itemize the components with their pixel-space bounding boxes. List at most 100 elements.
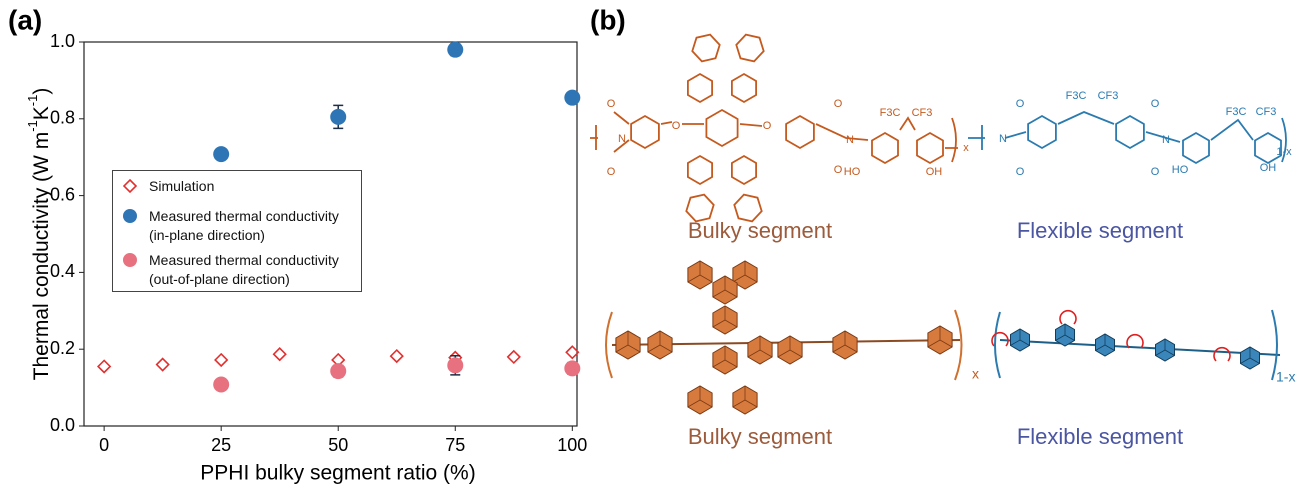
bond bbox=[955, 310, 962, 380]
atom-label: O bbox=[672, 120, 681, 132]
atom-label: O bbox=[763, 120, 772, 132]
legend-entry: Measured thermal conductivity (in-plane … bbox=[121, 207, 339, 245]
x-tick-label: 50 bbox=[328, 435, 348, 455]
atom-label: F3C bbox=[1066, 90, 1087, 102]
y-label-superscript: -1 bbox=[25, 95, 40, 107]
legend-marker bbox=[121, 207, 139, 225]
atom-label: O bbox=[1151, 98, 1160, 110]
figure: (a) (b) PPHI bulky segment ratio (%) 0.0… bbox=[0, 0, 1299, 488]
legend-symbol bbox=[123, 253, 137, 267]
atom-label: HO bbox=[844, 166, 861, 178]
y-tick-label: 0.8 bbox=[50, 108, 75, 128]
atom-label: x bbox=[963, 142, 969, 154]
legend-marker bbox=[121, 177, 139, 195]
data-point bbox=[447, 42, 463, 58]
atom-label: O bbox=[1016, 98, 1025, 110]
data-point bbox=[391, 350, 403, 362]
legend: Simulation Measured thermal conductivity … bbox=[112, 170, 362, 292]
bond bbox=[995, 312, 1000, 378]
bond bbox=[606, 312, 612, 378]
rotation-arrow bbox=[1060, 311, 1076, 324]
bond bbox=[952, 118, 956, 162]
atom-label: O bbox=[834, 164, 843, 176]
y-tick-label: 1.0 bbox=[50, 31, 75, 51]
atom-label: HO bbox=[1172, 164, 1189, 176]
ring bbox=[1116, 116, 1144, 148]
legend-label: Measured thermal conductivity (out-of-pl… bbox=[149, 251, 339, 289]
x-tick-label: 25 bbox=[211, 435, 231, 455]
ring bbox=[786, 116, 814, 148]
data-point bbox=[215, 354, 227, 366]
atom-label: N bbox=[618, 133, 626, 145]
data-point bbox=[564, 90, 580, 106]
panel-label: (a) bbox=[8, 4, 42, 35]
ring bbox=[872, 133, 898, 163]
y-tick-label: 0.6 bbox=[50, 184, 75, 204]
ring bbox=[688, 156, 712, 184]
x-tick-label: 100 bbox=[557, 435, 587, 455]
atom-label: N bbox=[1162, 134, 1170, 146]
atom-label: O bbox=[1151, 166, 1160, 178]
y-axis-label: Thermal conductivity (W m-1K-1) bbox=[25, 88, 52, 381]
subscript: 1-x bbox=[1276, 369, 1295, 385]
legend-symbol bbox=[124, 180, 136, 192]
x-tick-label: 0 bbox=[99, 435, 109, 455]
subscript: x bbox=[972, 366, 979, 382]
atom-label: OH bbox=[926, 166, 943, 178]
data-point bbox=[213, 377, 229, 393]
x-tick-label: 75 bbox=[445, 435, 465, 455]
segment-label: Bulky segment bbox=[688, 218, 832, 243]
rotation-arrow bbox=[1214, 348, 1230, 361]
atom-label: CF3 bbox=[1098, 90, 1119, 102]
ring bbox=[736, 35, 763, 62]
legend-label: Simulation bbox=[149, 177, 214, 196]
atom-label: OH bbox=[1260, 162, 1277, 174]
segment-label: Bulky segment bbox=[688, 424, 832, 449]
y-tick-label: 0.0 bbox=[50, 415, 75, 435]
ring bbox=[688, 74, 712, 102]
segment-label: Flexible segment bbox=[1017, 424, 1183, 449]
atom-label: F3C bbox=[880, 107, 901, 119]
atom-label: O bbox=[607, 98, 616, 110]
atom-label: CF3 bbox=[912, 107, 933, 119]
data-point bbox=[157, 359, 169, 371]
ring bbox=[917, 133, 943, 163]
y-label-part: K bbox=[30, 106, 53, 120]
data-point bbox=[447, 357, 463, 373]
data-point bbox=[98, 360, 110, 372]
legend-entry: Measured thermal conductivity (out-of-pl… bbox=[121, 251, 339, 289]
ring bbox=[1028, 116, 1056, 148]
bond bbox=[590, 125, 598, 150]
ring bbox=[1183, 133, 1209, 163]
ring bbox=[631, 116, 659, 148]
panel-label: (b) bbox=[590, 4, 626, 35]
ring bbox=[732, 156, 756, 184]
atom-label: 1-x bbox=[1276, 146, 1292, 158]
y-tick-label: 0.2 bbox=[50, 338, 75, 358]
ring bbox=[732, 74, 756, 102]
y-tick-label: 0.4 bbox=[50, 261, 75, 281]
data-point bbox=[508, 351, 520, 363]
legend-marker bbox=[121, 251, 139, 269]
atom-label: O bbox=[1016, 166, 1025, 178]
bond bbox=[816, 118, 958, 148]
atom-label: N bbox=[846, 134, 854, 146]
bond bbox=[682, 124, 762, 126]
legend-entry: Simulation bbox=[121, 177, 214, 196]
y-label-part: ) bbox=[30, 88, 53, 95]
data-point bbox=[274, 348, 286, 360]
x-axis-label: PPHI bulky segment ratio (%) bbox=[200, 462, 475, 485]
bond bbox=[968, 125, 985, 150]
ring bbox=[706, 110, 737, 146]
bond bbox=[1000, 340, 1280, 355]
atom-label: O bbox=[834, 98, 843, 110]
data-point bbox=[330, 363, 346, 379]
atom-label: N bbox=[999, 133, 1007, 145]
legend-label: Measured thermal conductivity (in-plane … bbox=[149, 207, 339, 245]
y-label-part: Thermal conductivity (W m bbox=[30, 132, 53, 381]
data-point bbox=[564, 360, 580, 376]
atom-label: CF3 bbox=[1256, 106, 1277, 118]
ring bbox=[692, 35, 719, 62]
data-point bbox=[213, 146, 229, 162]
atom-label: O bbox=[607, 166, 616, 178]
